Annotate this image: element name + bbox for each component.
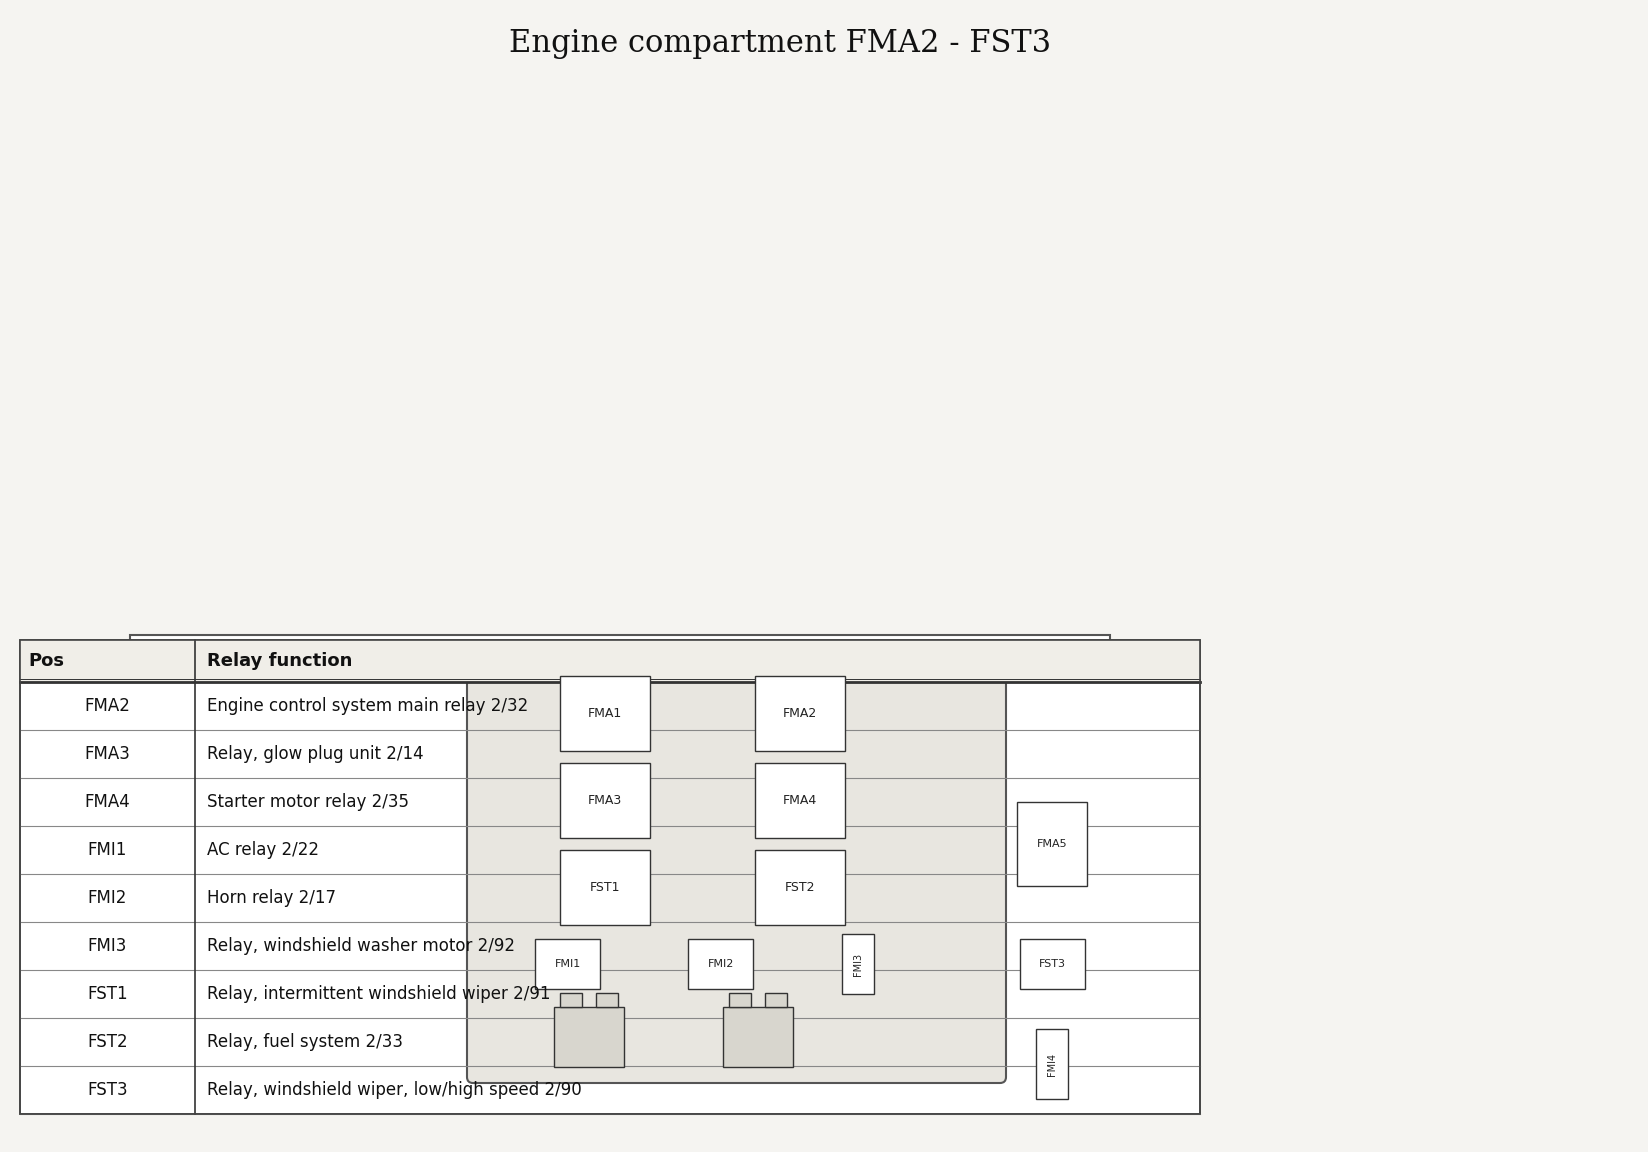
Bar (1020, 939, 1084, 990)
Text: FMI1: FMI1 (555, 958, 582, 969)
Bar (536, 939, 600, 990)
Text: Relay, windshield washer motor 2/92: Relay, windshield washer motor 2/92 (208, 937, 514, 955)
Bar (455, 645, 1094, 1096)
Text: Relay function: Relay function (208, 652, 353, 670)
Text: Starter motor relay 2/35: Starter motor relay 2/35 (208, 793, 409, 811)
Bar (560, 676, 649, 751)
Text: FMA3: FMA3 (588, 794, 621, 808)
Text: Relay, fuel system 2/33: Relay, fuel system 2/33 (208, 1033, 404, 1051)
Bar (305, 850, 386, 920)
Text: FMI3: FMI3 (87, 937, 127, 955)
Text: AC relay 2/22: AC relay 2/22 (208, 841, 320, 859)
Bar (560, 850, 649, 925)
Bar (755, 676, 845, 751)
Bar (755, 763, 845, 838)
Text: FMI4: FMI4 (1048, 1053, 1058, 1076)
Bar (554, 1007, 625, 1067)
Text: FST1: FST1 (87, 985, 129, 1003)
Text: FMA4: FMA4 (84, 793, 130, 811)
Text: FMA4: FMA4 (783, 794, 817, 808)
Bar (270, 810, 430, 970)
Bar (560, 993, 582, 1007)
Bar (728, 993, 750, 1007)
Text: FMA2: FMA2 (783, 707, 817, 720)
Bar (765, 993, 786, 1007)
Bar (842, 934, 873, 994)
Bar (722, 1007, 793, 1067)
Text: Relay, intermittent windshield wiper 2/91: Relay, intermittent windshield wiper 2/9… (208, 985, 550, 1003)
Bar (755, 850, 845, 925)
Text: FMI3: FMI3 (852, 953, 862, 976)
Bar (20, 641, 1200, 1114)
Text: Relay, windshield wiper, low/high speed 2/90: Relay, windshield wiper, low/high speed … (208, 1081, 582, 1099)
Text: FMI1: FMI1 (87, 841, 127, 859)
Text: Horn relay 2/17: Horn relay 2/17 (208, 889, 336, 907)
Bar (1017, 802, 1088, 886)
Text: FST2: FST2 (87, 1033, 129, 1051)
Text: FMI2: FMI2 (87, 889, 127, 907)
Bar (150, 650, 531, 1090)
Text: FMA5: FMA5 (1037, 839, 1068, 849)
Bar (597, 993, 618, 1007)
Text: FST1: FST1 (590, 881, 620, 894)
Text: Engine compartment FMA2 - FST3: Engine compartment FMA2 - FST3 (509, 28, 1051, 59)
Text: FMA1: FMA1 (588, 707, 621, 720)
Text: Relays/Shunts in engine compartment: Relays/Shunts in engine compartment (20, 641, 587, 666)
Bar (359, 940, 489, 1030)
Bar (20, 641, 1200, 1114)
Text: FMA2: FMA2 (84, 697, 130, 715)
Bar (1037, 1029, 1068, 1099)
Text: FMI2: FMI2 (707, 958, 733, 969)
Text: Relay, glow plug unit 2/14: Relay, glow plug unit 2/14 (208, 745, 424, 763)
Bar (560, 763, 649, 838)
FancyBboxPatch shape (466, 657, 1005, 1083)
Bar (130, 635, 1111, 1105)
Text: FST3: FST3 (1038, 958, 1066, 969)
Text: Pos: Pos (28, 652, 64, 670)
Text: FMA3: FMA3 (84, 745, 130, 763)
Bar (20, 641, 1200, 682)
Bar (689, 939, 753, 990)
Text: FST2: FST2 (784, 881, 816, 894)
Text: FST3: FST3 (87, 1081, 129, 1099)
Text: Engine control system main relay 2/32: Engine control system main relay 2/32 (208, 697, 529, 715)
